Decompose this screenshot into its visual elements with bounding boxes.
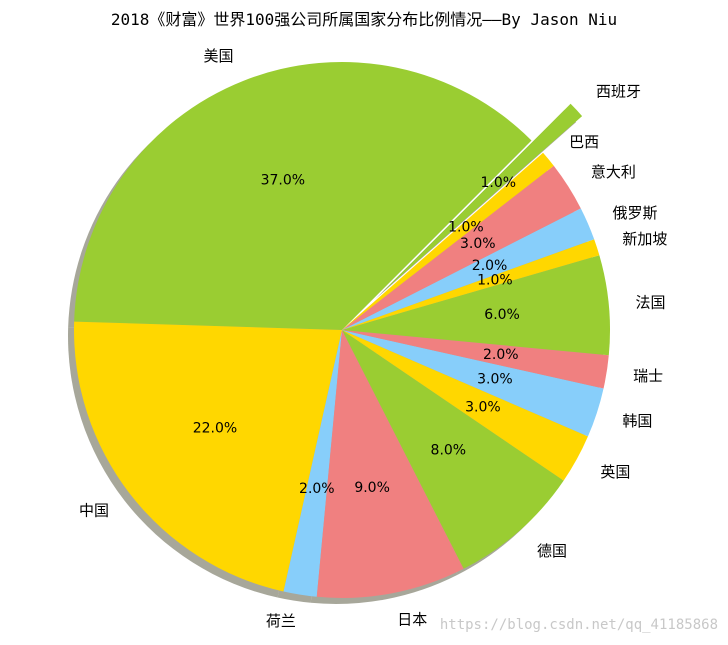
pie-percent-labels: 37.0% 22.0% 2.0% 9.0% 8.0% 3.0% 3.0% 2.0% 6.0% 1.… bbox=[193, 172, 520, 496]
slice-5-percent-label: 8.0% bbox=[431, 443, 467, 459]
slice-2-wedge bbox=[73, 321, 342, 592]
slice-12-percent-label: 3.0% bbox=[460, 236, 496, 252]
slice-4-category-label: 日本 bbox=[397, 611, 427, 629]
slice-12-wedge bbox=[342, 165, 581, 330]
slice-3-wedge bbox=[283, 330, 342, 597]
slice-2-category-label: 中国 bbox=[79, 502, 109, 520]
slice-1-category-label: 美国 bbox=[203, 47, 233, 65]
slice-11-wedge bbox=[342, 208, 595, 330]
slice-12-category-label: 意大利 bbox=[591, 163, 636, 181]
pie-slices bbox=[73, 61, 610, 598]
slice-9-percent-label: 6.0% bbox=[484, 307, 520, 323]
slice-3-category-label: 荷兰 bbox=[266, 612, 296, 630]
chart-title: 2018《财富》世界100强公司所属国家分布比例情况——By Jason Niu bbox=[110, 10, 618, 29]
slice-6-wedge bbox=[342, 330, 588, 481]
slice-4-percent-label: 9.0% bbox=[354, 480, 390, 496]
slice-8-category-label: 瑞士 bbox=[633, 367, 663, 385]
slice-2-percent-label: 22.0% bbox=[193, 421, 237, 437]
slice-8-wedge bbox=[342, 330, 609, 389]
slice-7-wedge bbox=[342, 330, 604, 437]
slice-13-category-label: 巴西 bbox=[569, 133, 599, 151]
slice-6-category-label: 英国 bbox=[600, 463, 630, 481]
slice-1-wedge bbox=[74, 61, 532, 330]
slice-9-wedge bbox=[342, 255, 610, 356]
slice-11-category-label: 俄罗斯 bbox=[613, 204, 658, 222]
slice-10-wedge bbox=[342, 239, 600, 330]
slice-14-percent-label: 1.0% bbox=[481, 175, 517, 191]
slice-3-percent-label: 2.0% bbox=[299, 481, 335, 497]
slice-11-percent-label: 2.0% bbox=[472, 258, 508, 274]
slice-14-category-label: 西班牙 bbox=[596, 83, 641, 101]
slice-8-percent-label: 2.0% bbox=[483, 347, 519, 363]
slice-7-category-label: 韩国 bbox=[622, 412, 652, 430]
slice-7-percent-label: 3.0% bbox=[477, 372, 513, 388]
slice-6-percent-label: 3.0% bbox=[465, 399, 501, 415]
slice-13-percent-label: 1.0% bbox=[448, 220, 484, 236]
slice-10-category-label: 新加坡 bbox=[622, 230, 667, 248]
slice-4-wedge bbox=[316, 330, 464, 598]
watermark-text: https://blog.csdn.net/qq_41185868 bbox=[439, 617, 718, 633]
slice-13-wedge bbox=[342, 152, 554, 330]
slice-9-category-label: 法国 bbox=[635, 293, 665, 311]
slice-5-wedge bbox=[342, 330, 564, 569]
slice-1-percent-label: 37.0% bbox=[261, 172, 305, 188]
slice-5-category-label: 德国 bbox=[537, 542, 567, 560]
slice-14-wedge bbox=[381, 103, 583, 294]
slice-10-percent-label: 1.0% bbox=[477, 272, 513, 288]
